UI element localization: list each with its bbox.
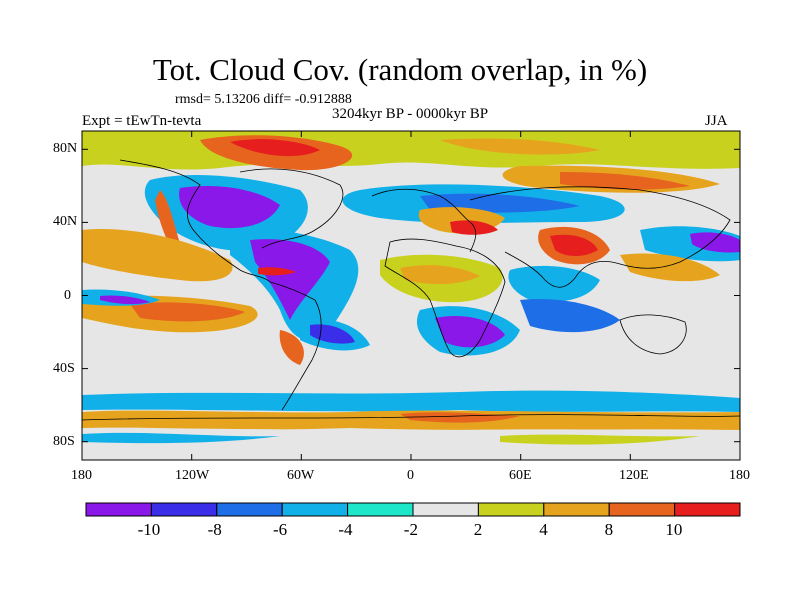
colorbar-swatch: [347, 502, 414, 517]
colorbar-swatch: [674, 502, 741, 517]
colorbar-swatch: [412, 502, 479, 517]
map-field: [82, 131, 740, 460]
colorbar-label: -2: [403, 520, 418, 539]
colorbar-label: 8: [604, 520, 614, 539]
coastlines: [82, 159, 740, 421]
y-tick-label: 40S: [53, 361, 75, 376]
colorbar-label: -8: [207, 520, 222, 539]
colorbar-swatch: [477, 502, 545, 517]
colorbar-swatch: [85, 502, 152, 517]
x-tick-label: 120W: [175, 468, 210, 483]
colorbar-swatch: [216, 502, 283, 517]
colorbar-swatch: [150, 502, 218, 517]
colorbar: [85, 502, 741, 517]
colorbar-label: 2: [473, 520, 483, 539]
colorbar-swatch: [281, 502, 349, 517]
colorbar-swatch: [543, 502, 610, 517]
rmsd-diff-stats: rmsd= 5.13206 diff= -0.912888: [175, 92, 352, 107]
x-tick-label: 180: [71, 468, 92, 483]
axis-ticks: [81, 131, 741, 460]
colorbar-label: -4: [338, 520, 353, 539]
colorbar-label: -6: [273, 520, 288, 539]
colorbar-label: -10: [137, 520, 161, 539]
x-tick-label: 60E: [509, 468, 532, 483]
y-tick-label: 40N: [53, 214, 78, 229]
experiment-label: Expt = tEwTn-tevta: [82, 113, 202, 129]
colorbar-label: 4: [539, 520, 548, 539]
y-tick-label: 80N: [53, 141, 78, 156]
colorbar-swatch: [608, 502, 676, 517]
season-label: JJA: [705, 113, 728, 129]
map-title: Tot. Cloud Cov. (random overlap, in %): [152, 52, 648, 87]
y-tick-label: 80S: [53, 434, 75, 449]
x-tick-label: 120E: [619, 468, 649, 483]
colorbar-label: 10: [665, 520, 683, 539]
time-period-label: 3204kyr BP - 0000kyr BP: [331, 106, 489, 122]
x-tick-label: 60W: [287, 468, 315, 483]
x-tick-label: 180: [729, 468, 750, 483]
x-tick-label: 0: [407, 468, 414, 483]
y-tick-label: 0: [64, 288, 71, 303]
